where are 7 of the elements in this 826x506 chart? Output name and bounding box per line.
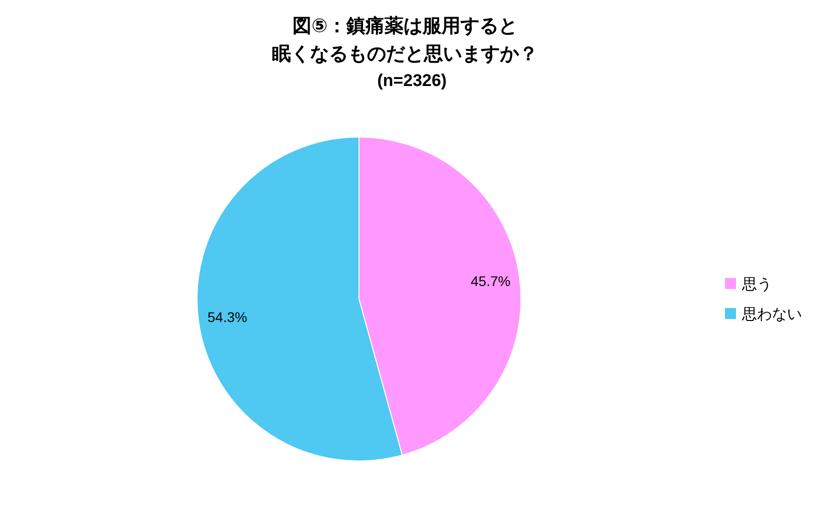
data-label: 54.3% bbox=[208, 308, 248, 325]
legend-label: 思う bbox=[741, 276, 772, 293]
legend-label: 思わない bbox=[741, 306, 802, 323]
text: (n=2326) bbox=[377, 71, 447, 90]
chart-title: 図⑤：鎮痛薬は服用すると bbox=[292, 15, 518, 37]
chart-subtitle: 眠くなるものだと思いますか？ bbox=[272, 44, 538, 65]
data-label: 45.7% bbox=[470, 273, 510, 290]
